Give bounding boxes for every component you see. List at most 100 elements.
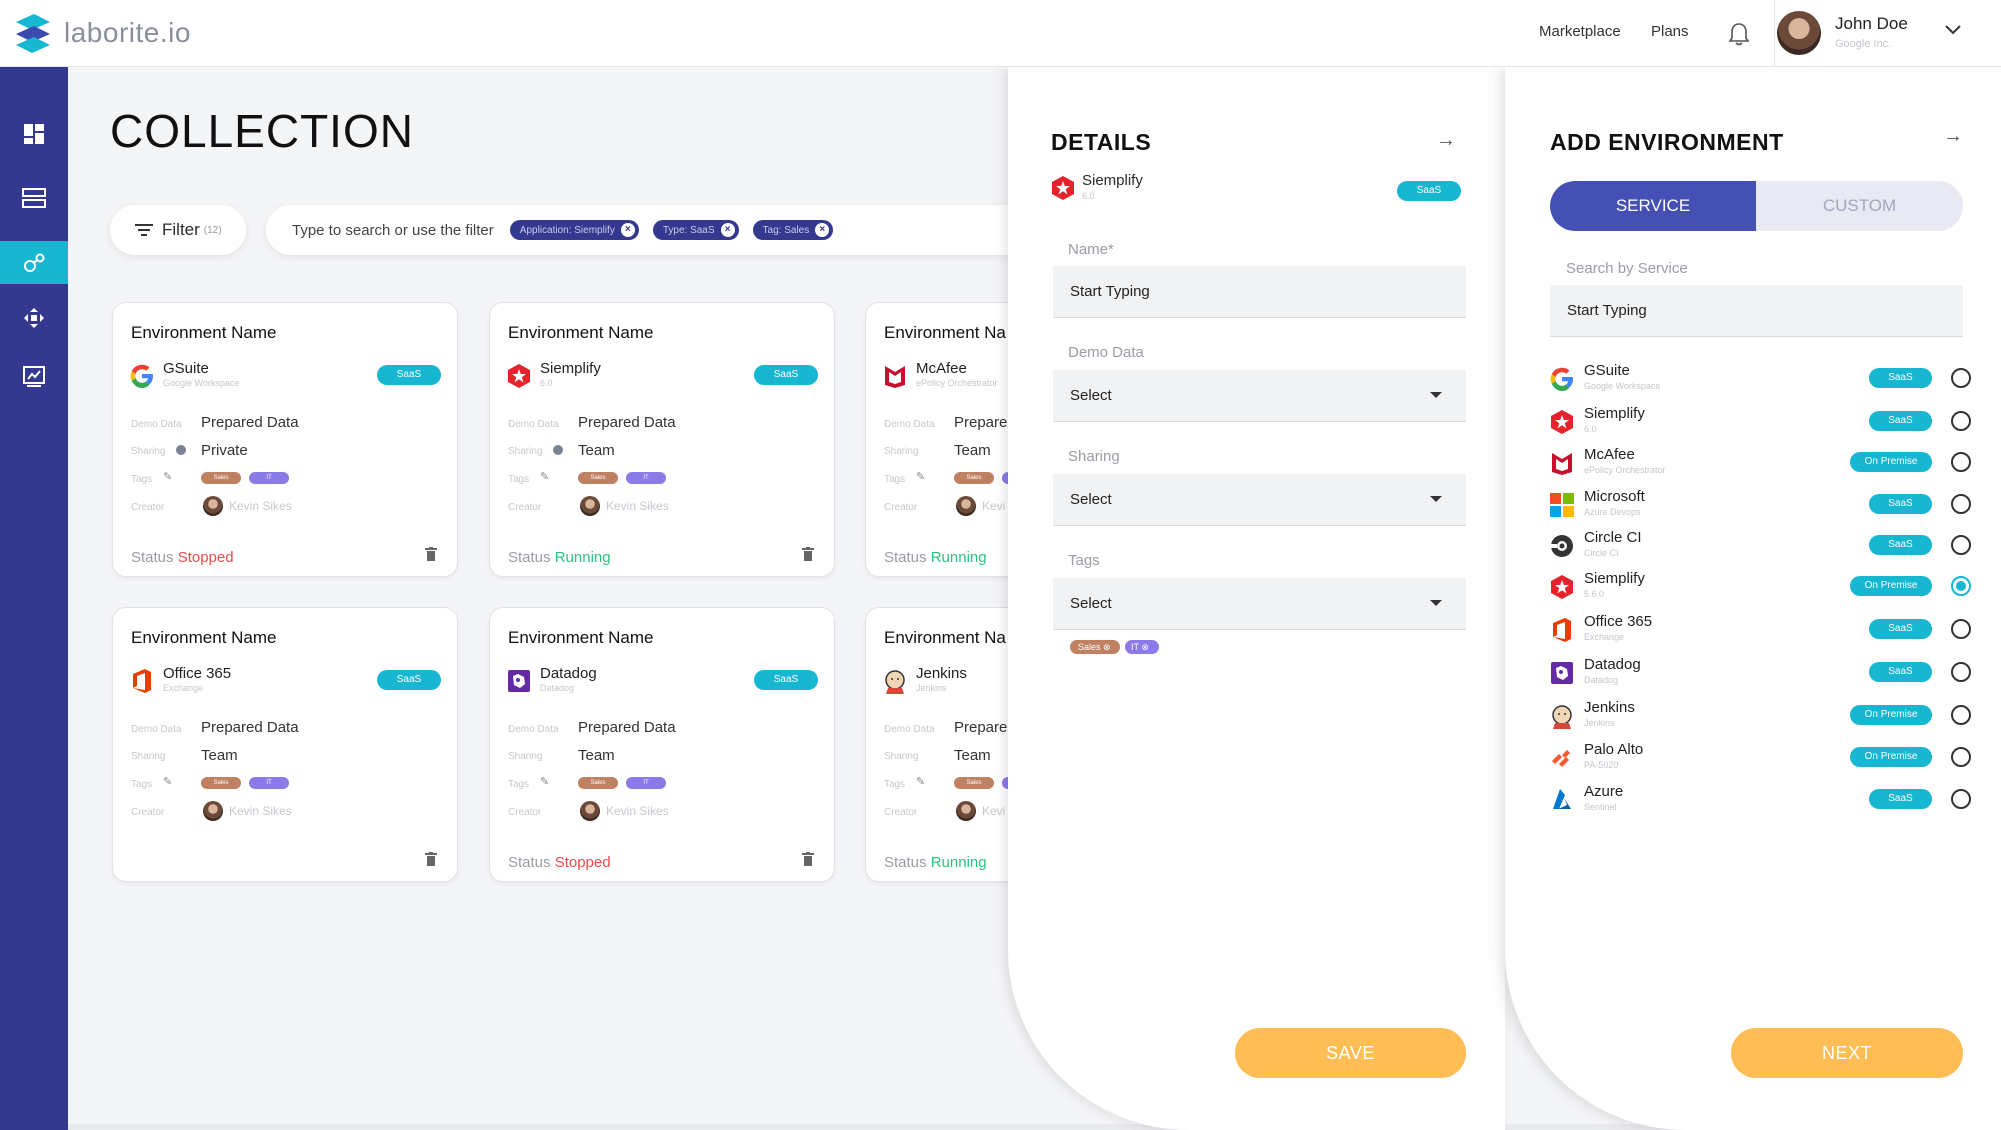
pencil-icon[interactable]: ✎ bbox=[916, 471, 926, 483]
type-badge: SaaS bbox=[1869, 411, 1932, 431]
service-radio[interactable] bbox=[1951, 705, 1971, 725]
service-row[interactable]: GSuite Google Workspace SaaS bbox=[1549, 362, 1971, 402]
service-radio[interactable] bbox=[1951, 619, 1971, 639]
type-badge: SaaS bbox=[1869, 494, 1932, 514]
demo-data-label: Demo Data bbox=[508, 419, 559, 430]
mcafee-icon bbox=[885, 366, 905, 388]
demo-data-select[interactable]: Select bbox=[1053, 370, 1466, 422]
pencil-icon[interactable]: ✎ bbox=[540, 776, 550, 788]
jenkins-icon bbox=[1552, 705, 1572, 729]
chevron-down-icon[interactable] bbox=[1944, 24, 1962, 36]
card-app-sub: Jenkins bbox=[916, 683, 947, 693]
service-name: Datadog bbox=[1584, 656, 1641, 673]
trash-icon[interactable] bbox=[802, 852, 814, 866]
arrow-right-icon[interactable]: → bbox=[1943, 125, 1963, 147]
tab-custom[interactable]: CUSTOM bbox=[1822, 196, 1897, 215]
sidebar-item-move[interactable] bbox=[0, 296, 68, 339]
close-icon[interactable]: ⊗ bbox=[1141, 642, 1149, 652]
environment-card[interactable]: Environment Name Office 365 Exchange Saa… bbox=[112, 607, 458, 882]
type-badge: SaaS bbox=[1869, 368, 1932, 388]
filter-chip[interactable]: Application: Siemplify × bbox=[509, 220, 639, 240]
trash-icon[interactable] bbox=[425, 547, 437, 561]
selected-tag-it[interactable]: IT ⊗ bbox=[1125, 640, 1159, 654]
service-row[interactable]: Azure Sentinel SaaS bbox=[1549, 783, 1971, 823]
service-row[interactable]: Palo Alto PA-5020 On Premise bbox=[1549, 741, 1971, 781]
service-row[interactable]: Circle CI Circle CI SaaS bbox=[1549, 529, 1971, 569]
pencil-icon[interactable]: ✎ bbox=[540, 471, 550, 483]
creator-avatar bbox=[956, 801, 976, 821]
search-input[interactable]: Type to search or use the filter Applica… bbox=[266, 205, 1026, 255]
user-avatar[interactable] bbox=[1777, 11, 1821, 55]
chart-icon bbox=[23, 365, 45, 387]
service-radio[interactable] bbox=[1951, 576, 1971, 596]
service-radio[interactable] bbox=[1951, 452, 1971, 472]
type-badge: On Premise bbox=[1850, 576, 1932, 596]
close-icon[interactable]: × bbox=[720, 223, 735, 237]
close-icon[interactable]: × bbox=[815, 223, 830, 237]
service-radio[interactable] bbox=[1951, 789, 1971, 809]
pencil-icon[interactable]: ✎ bbox=[163, 776, 173, 788]
service-row[interactable]: Office 365 Exchange SaaS bbox=[1549, 613, 1971, 653]
name-input[interactable]: Start Typing bbox=[1053, 266, 1466, 318]
service-radio[interactable] bbox=[1951, 662, 1971, 682]
add-environment-panel: ADD ENVIRONMENT → SERVICE CUSTOM Search … bbox=[1505, 67, 2001, 1130]
save-button[interactable]: SAVE bbox=[1235, 1028, 1466, 1078]
environment-card[interactable]: Environment Name Datadog Datadog SaaS De… bbox=[489, 607, 835, 882]
sidebar-item-collection[interactable] bbox=[0, 241, 68, 284]
card-app-sub: Exchange bbox=[163, 683, 204, 693]
service-row[interactable]: Jenkins Jenkins On Premise bbox=[1549, 699, 1971, 739]
tags-select[interactable]: Select bbox=[1053, 578, 1466, 630]
sidebar-item-servers[interactable] bbox=[0, 176, 68, 219]
card-app-sub: Google Workspace bbox=[163, 378, 240, 388]
pencil-icon[interactable]: ✎ bbox=[916, 776, 926, 788]
service-radio[interactable] bbox=[1951, 368, 1971, 388]
tag-sales: Sales bbox=[954, 472, 994, 484]
service-row[interactable]: Datadog Datadog SaaS bbox=[1549, 656, 1971, 696]
service-row[interactable]: Siemplify 6.0 SaaS bbox=[1549, 405, 1971, 445]
service-radio[interactable] bbox=[1951, 494, 1971, 514]
sharing-value: Team bbox=[578, 442, 615, 459]
service-radio[interactable] bbox=[1951, 411, 1971, 431]
type-badge: SaaS bbox=[1869, 619, 1932, 639]
tags-label: Tags bbox=[884, 474, 906, 485]
filter-chip[interactable]: Tag: Sales × bbox=[752, 220, 834, 240]
sharing-value: Select bbox=[1070, 491, 1112, 508]
sharing-select[interactable]: Select bbox=[1053, 474, 1466, 526]
sharing-label: Sharing bbox=[884, 751, 919, 762]
trash-icon[interactable] bbox=[802, 547, 814, 561]
next-button[interactable]: NEXT bbox=[1731, 1028, 1963, 1078]
close-icon[interactable]: × bbox=[620, 223, 635, 237]
service-row[interactable]: McAfee ePolicy Orchestrator On Premise bbox=[1549, 446, 1971, 486]
filter-button[interactable]: Filter (12) bbox=[110, 205, 246, 255]
nav-marketplace[interactable]: Marketplace bbox=[1539, 23, 1621, 40]
status-label: Status bbox=[131, 549, 174, 566]
status-text: Status Stopped bbox=[131, 549, 234, 566]
sharing-value: Team bbox=[954, 442, 991, 459]
pencil-icon[interactable]: ✎ bbox=[163, 471, 173, 483]
arrow-right-icon[interactable]: → bbox=[1436, 129, 1456, 151]
trash-icon[interactable] bbox=[425, 852, 437, 866]
details-app-name: Siemplify bbox=[1082, 172, 1143, 189]
close-icon[interactable]: ⊗ bbox=[1103, 642, 1111, 652]
bell-icon[interactable] bbox=[1728, 22, 1750, 46]
chip-label: Application: Siemplify bbox=[519, 224, 615, 236]
environment-card[interactable]: Environment Name GSuite Google Workspace… bbox=[112, 302, 458, 577]
nav-plans[interactable]: Plans bbox=[1651, 23, 1689, 40]
service-radio[interactable] bbox=[1951, 535, 1971, 555]
sharing-label: Sharing bbox=[131, 446, 166, 457]
tag-sales: Sales bbox=[201, 777, 241, 789]
environment-card[interactable]: Environment Name Siemplify 6.0 SaaS Demo… bbox=[489, 302, 835, 577]
sidebar-item-reports[interactable] bbox=[0, 354, 68, 397]
creator-name: Kevin Sikes bbox=[606, 804, 669, 818]
selected-tag-sales[interactable]: Sales ⊗ bbox=[1070, 640, 1120, 654]
sidebar-item-dashboard[interactable] bbox=[0, 112, 68, 155]
tab-service[interactable]: SERVICE bbox=[1550, 181, 1756, 231]
user-name[interactable]: John Doe bbox=[1835, 14, 1908, 33]
service-row[interactable]: Microsoft Azure Devops SaaS bbox=[1549, 488, 1971, 528]
service-row[interactable]: Siemplify 5.6.0 On Premise bbox=[1549, 570, 1971, 610]
search-service-input[interactable]: Start Typing bbox=[1550, 285, 1963, 337]
brand-logo[interactable]: laborite.io bbox=[12, 12, 191, 54]
filter-chip[interactable]: Type: SaaS × bbox=[652, 220, 739, 240]
tags-label: Tags bbox=[131, 779, 153, 790]
service-radio[interactable] bbox=[1951, 747, 1971, 767]
